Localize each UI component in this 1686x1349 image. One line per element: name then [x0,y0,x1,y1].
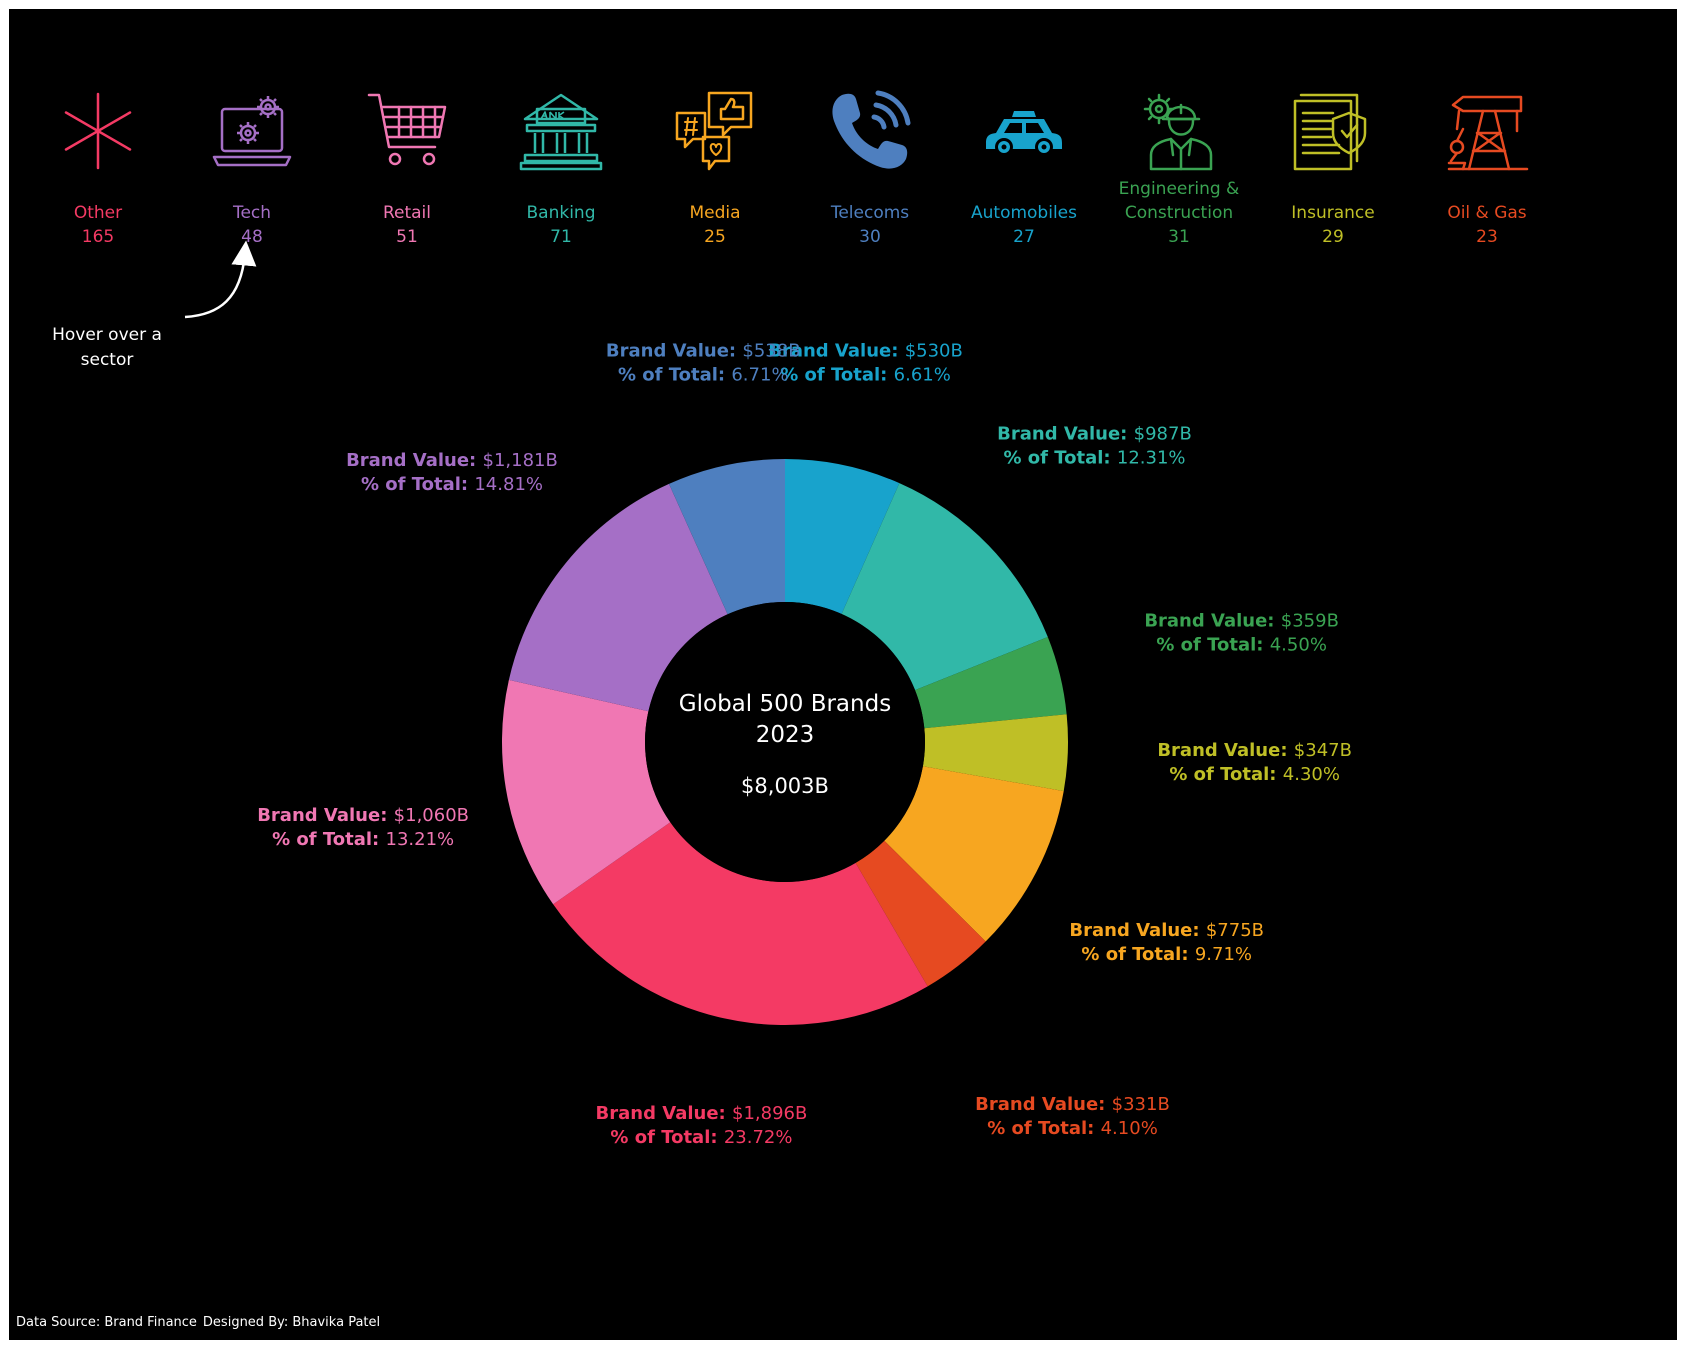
sector-banking[interactable]: Banking 71 [478,89,644,269]
donut-slice-insurance[interactable] [922,714,1069,792]
dashboard-frame: Other 165 Tech 48 Retail 51 [9,9,1677,1340]
donut-slice-engineering-construction[interactable] [915,637,1067,729]
laptop-gear-icon [212,96,292,167]
hint-arrow [184,240,257,319]
oil-pump-icon [1447,95,1529,171]
slice-label-media: Brand Value: $775B% of Total: 9.71% [1069,920,1264,965]
sector-name: Banking [526,203,596,223]
sector-count: 165 [81,227,115,247]
car-icon [986,111,1062,156]
hover-hint: Hover over a sector [37,323,177,373]
footer: Data Source: Brand Finance Designed By: B… [16,1315,386,1330]
footer-source: Data Source: Brand Finance [16,1315,197,1330]
slice-label-tech: Brand Value: $1,181B% of Total: 14.81% [346,450,558,495]
hint-line1: Hover over a [52,325,162,345]
sector-engineering-construction[interactable]: Engineering & Construction 31 [1096,89,1262,269]
slice-label-insurance: Brand Value: $347B% of Total: 4.30% [1157,740,1352,785]
sector-count: 25 [704,227,726,247]
footer-designer: Designed By: Bhavika Patel [202,1315,381,1330]
sector-name: Automobiles [971,203,1077,223]
donut-slice-media[interactable] [884,766,1064,942]
sector-count: 29 [1322,227,1344,247]
sector-automobiles[interactable]: Automobiles 27 [941,89,1107,269]
sector-telecoms[interactable]: Telecoms 30 [787,89,953,269]
donut-hole [645,602,925,882]
donut-slice-telecoms[interactable] [669,459,785,615]
sector-name: Media [689,203,741,223]
sector-name-line2: Construction [1124,203,1234,223]
center-total: $8,003B [741,774,829,798]
slice-label-banking: Brand Value: $987B% of Total: 12.31% [997,423,1192,468]
slice-label-automobiles: Brand Value: $530B% of Total: 6.61% [768,340,963,385]
sector-count: 31 [1168,227,1190,247]
slice-label-other: Brand Value: $1,896B% of Total: 23.72% [596,1103,808,1148]
engineer-icon [1143,93,1213,171]
sector-insurance[interactable]: Insurance 29 [1250,89,1416,269]
sector-tech[interactable]: Tech 48 [169,89,335,269]
donut-slice-automobiles[interactable] [785,459,900,614]
phone-icon [832,90,911,169]
sector-media[interactable]: Media 25 [632,89,798,269]
donut-slice-other[interactable] [553,822,928,1025]
sector-name: Telecoms [830,203,910,223]
asterisk-icon [64,92,132,170]
sector-name: Other [73,203,123,223]
slice-label-retail: Brand Value: $1,060B% of Total: 13.21% [257,805,469,850]
center-title-line1: Global 500 Brands [679,691,891,717]
sector-oil-gas[interactable]: Oil & Gas 23 [1404,89,1570,269]
sector-name: Insurance [1291,203,1375,223]
sector-name: Tech [232,203,272,223]
slice-label-telecoms: Brand Value: $538B% of Total: 6.71% [606,341,801,386]
brand-value-donut-chart: Brand Value: $530B% of Total: 6.61%Brand… [184,240,1352,1148]
donut-slice-oil-gas[interactable] [855,840,986,987]
donut-slice-retail[interactable] [502,679,671,905]
sector-name: Oil & Gas [1447,203,1527,223]
donut-slice-tech[interactable] [508,483,728,712]
sector-count: 23 [1476,227,1498,247]
insurance-document-icon [1293,93,1367,171]
donut-slice-banking[interactable] [841,483,1048,691]
sector-name: Engineering & [1118,179,1240,199]
sector-other[interactable]: Other 165 [15,89,181,269]
slice-label-oil-gas: Brand Value: $331B% of Total: 4.10% [975,1094,1170,1139]
sector-count: 71 [550,227,572,247]
sector-name: Retail [382,203,432,223]
sector-count: 30 [859,227,881,247]
center-title-line2: 2023 [756,722,815,748]
sector-count: 51 [396,227,418,247]
bank-icon [519,93,603,171]
sector-count: 27 [1013,227,1035,247]
social-media-icon [675,91,753,171]
shopping-cart-icon [367,93,447,166]
hint-line2: sector [80,350,134,370]
slice-label-engineering-construction: Brand Value: $359B% of Total: 4.50% [1144,611,1339,656]
sector-retail[interactable]: Retail 51 [324,89,490,269]
